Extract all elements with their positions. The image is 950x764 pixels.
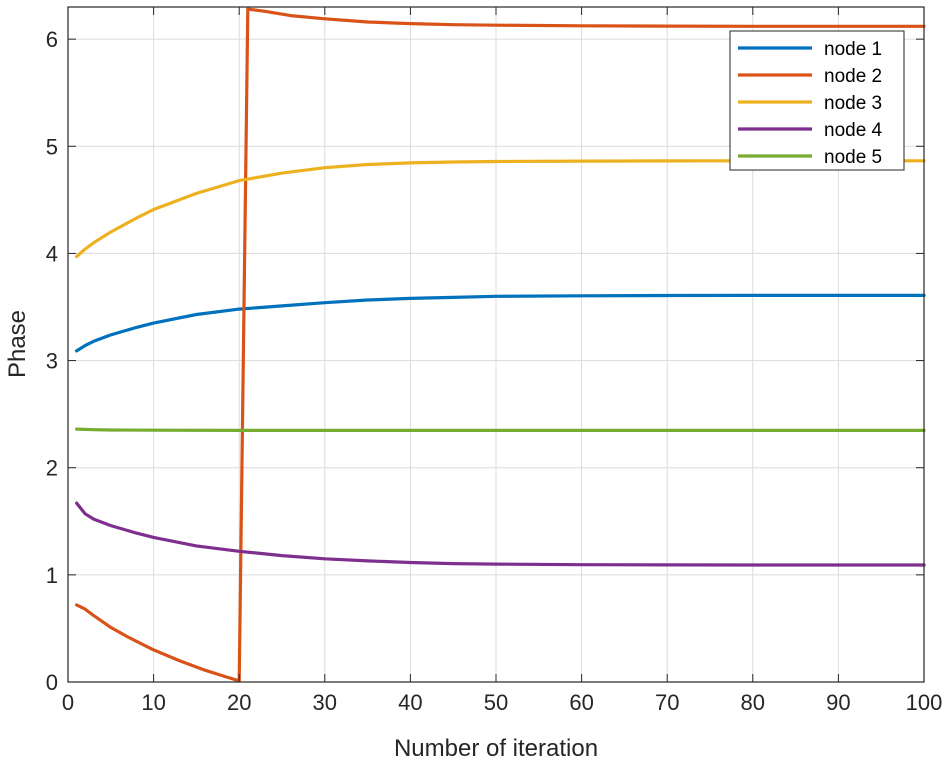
y-tick-label: 3 bbox=[46, 349, 58, 374]
series-line-node-2 bbox=[75, 7, 926, 683]
x-tick-label: 10 bbox=[141, 690, 165, 715]
legend-label-node-3: node 3 bbox=[824, 93, 882, 114]
x-tick-label: 0 bbox=[62, 690, 74, 715]
x-tick-label: 40 bbox=[398, 690, 422, 715]
y-tick-label: 1 bbox=[46, 563, 58, 588]
x-axis-ticks: 0 10 20 30 40 50 60 70 80 90 100 bbox=[62, 7, 942, 715]
legend-label-node-2: node 2 bbox=[824, 66, 882, 87]
y-tick-label: 0 bbox=[46, 670, 58, 695]
legend-label-node-5: node 5 bbox=[824, 147, 882, 168]
legend: node 1 node 2 node 3 node 4 node 5 bbox=[729, 30, 905, 171]
series-line-node-5 bbox=[75, 427, 926, 432]
x-tick-label: 70 bbox=[655, 690, 679, 715]
x-tick-label: 90 bbox=[826, 690, 850, 715]
x-tick-label: 20 bbox=[227, 690, 251, 715]
x-tick-label: 30 bbox=[313, 690, 337, 715]
x-tick-label: 80 bbox=[741, 690, 765, 715]
y-tick-label: 6 bbox=[46, 27, 58, 52]
series-layer bbox=[75, 7, 926, 683]
y-tick-label: 2 bbox=[46, 456, 58, 481]
series-line-node-1 bbox=[75, 293, 926, 353]
x-tick-label: 100 bbox=[906, 690, 943, 715]
x-axis-title: Number of iteration bbox=[394, 735, 598, 762]
legend-label-node-1: node 1 bbox=[824, 39, 882, 60]
y-tick-label: 5 bbox=[46, 134, 58, 159]
y-axis-title: Phase bbox=[4, 310, 31, 378]
series-line-node-4 bbox=[75, 501, 926, 567]
x-tick-label: 60 bbox=[569, 690, 593, 715]
series-line-node-3 bbox=[75, 159, 926, 259]
x-tick-label: 50 bbox=[484, 690, 508, 715]
legend-label-node-4: node 4 bbox=[824, 120, 883, 141]
y-axis-ticks: 0 1 2 3 4 5 6 bbox=[46, 27, 924, 695]
y-tick-label: 4 bbox=[46, 241, 58, 266]
